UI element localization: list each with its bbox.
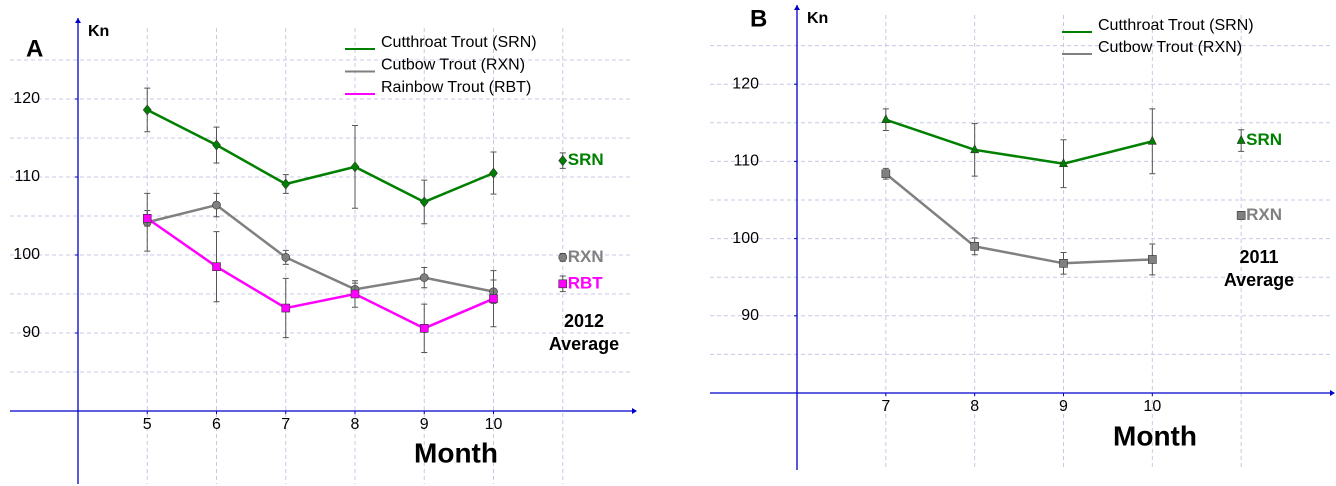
point: [419, 196, 429, 208]
average-label: RXN: [568, 247, 604, 266]
legend-label: Rainbow Trout (RBT): [381, 79, 531, 96]
legend-label: Cutbow Trout (RXN): [1098, 39, 1242, 56]
x-axis-arrow: [632, 408, 637, 414]
point: [881, 114, 891, 124]
point: [881, 169, 891, 179]
average-label: SRN: [1246, 130, 1282, 149]
point: [489, 167, 498, 179]
average-point: [558, 279, 568, 289]
point: [419, 324, 429, 333]
average-point: [1236, 211, 1246, 220]
x-tick-label: 9: [1059, 398, 1068, 415]
x-tick-label: 6: [212, 416, 221, 433]
panel: 90 100 110 120 5 6 7 8 9 10 A Kn Month 2012 Average Cut…: [10, 18, 637, 484]
point: [1147, 135, 1157, 145]
y-tick-label: 120: [13, 90, 40, 107]
x-tick-label: 10: [485, 416, 503, 433]
average-caption: 2011: [1239, 247, 1278, 267]
point: [212, 200, 221, 210]
y-tick-label: 90: [741, 307, 759, 324]
y-tick-label: 120: [732, 75, 759, 92]
x-tick-label: 8: [970, 398, 979, 415]
y-tick-label: 90: [22, 324, 40, 341]
point: [1059, 158, 1068, 168]
average-point: [1236, 134, 1246, 144]
y-tick-label: 100: [13, 246, 40, 263]
panel: 90 100 110 120 7 8 9 10 B Kn Month 2011 Average Cutth…: [710, 5, 1335, 470]
x-tick-label: 7: [281, 416, 290, 433]
series-line: [885, 172, 1153, 265]
x-axis-label: Month: [1113, 420, 1197, 451]
average-caption: 2012: [564, 311, 604, 331]
point: [1059, 259, 1068, 268]
series-line: [146, 108, 494, 204]
point: [142, 104, 152, 116]
y-axis-arrow: [75, 18, 81, 23]
x-tick-label: 9: [420, 416, 429, 433]
point: [419, 273, 429, 282]
point: [350, 161, 360, 173]
average-point: [558, 155, 568, 167]
series-line: [146, 203, 494, 293]
y-axis-label: Kn: [807, 10, 828, 27]
x-axis-label: Month: [414, 437, 498, 468]
y-tick-label: 100: [732, 230, 759, 247]
point: [281, 178, 291, 190]
average-caption: Average: [549, 334, 619, 354]
x-axis-arrow: [1330, 390, 1335, 396]
average-label: RXN: [1246, 205, 1282, 224]
average-point: [558, 253, 568, 262]
legend-label: Cutbow Trout (RXN): [381, 57, 525, 74]
x-tick-label: 5: [143, 416, 152, 433]
point: [281, 303, 291, 313]
point: [350, 289, 360, 299]
point: [142, 214, 152, 223]
y-tick-label: 110: [14, 168, 40, 185]
legend-label: Cutthroat Trout (SRN): [381, 34, 537, 51]
point: [970, 242, 979, 251]
point: [212, 139, 221, 151]
y-tick-label: 110: [733, 153, 759, 170]
x-tick-label: 10: [1143, 398, 1161, 415]
y-axis-arrow: [794, 5, 800, 10]
y-axis-label: Kn: [88, 23, 109, 40]
series-line: [146, 217, 494, 330]
point: [970, 144, 980, 154]
panel-label: A: [26, 35, 43, 62]
average-label: RBT: [568, 273, 604, 292]
legend-label: Cutthroat Trout (SRN): [1098, 17, 1254, 34]
point: [1148, 255, 1157, 264]
x-tick-label: 7: [881, 398, 890, 415]
average-caption: Average: [1224, 270, 1294, 290]
panel-label: B: [750, 5, 767, 32]
series-line: [885, 118, 1153, 165]
point: [212, 262, 221, 271]
x-tick-label: 8: [351, 416, 360, 433]
average-label: SRN: [568, 150, 604, 169]
point: [281, 253, 291, 262]
point: [489, 294, 498, 303]
